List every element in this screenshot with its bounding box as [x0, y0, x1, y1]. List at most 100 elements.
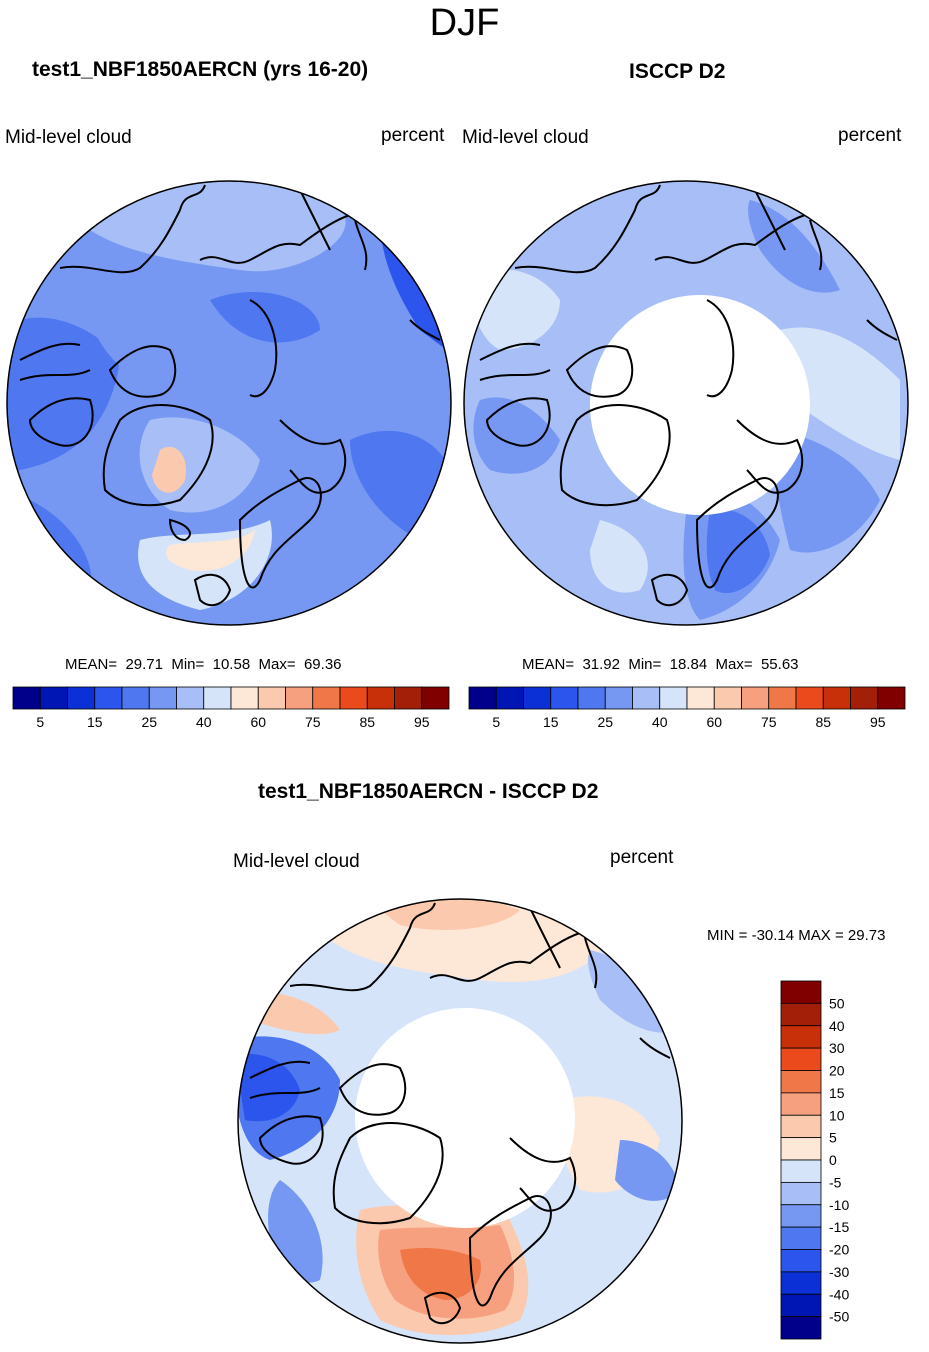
panel2-colorbar-tick-label: 25 [597, 714, 613, 730]
panel1-mean-label: MEAN= [65, 656, 118, 673]
panel1-colorbar-box [339, 686, 368, 710]
panel2-colorbar-box [659, 686, 688, 710]
panel2-mean-value: 31.92 [582, 656, 620, 673]
panel2-colorbar-box [577, 686, 606, 710]
difference-colorbar-tick-label: 5 [829, 1130, 837, 1146]
panel2-colorbar-box [850, 686, 879, 710]
panel1-colorbar-box [176, 686, 205, 710]
difference-colorbar-tick-label: 0 [829, 1152, 837, 1168]
panel1-colorbar-box [394, 686, 423, 710]
panel1-colorbar: 5 15 25 40 60 75 85 95 [12, 686, 450, 730]
panel2-colorbar-box [686, 686, 715, 710]
difference-minmax: MIN = -30.14 MAX = 29.73 [707, 927, 886, 944]
difference-colorbar-box [780, 980, 822, 1004]
panel1-min-label: Min= [171, 656, 205, 673]
panel1-colorbar-box [230, 686, 259, 710]
panel1-colorbar-tick-label: 25 [141, 714, 157, 730]
panel1-colorbar-box [312, 686, 341, 710]
panel1-units-label: percent [381, 125, 445, 146]
panel2-colorbar-box [468, 686, 497, 710]
panel1-colorbar-box [39, 686, 68, 710]
panel2-colorbar-tick-label: 60 [706, 714, 722, 730]
panel1-min-value: 10.58 [212, 656, 251, 673]
panel1-colorbar-box [257, 686, 286, 710]
difference-colorbar-tick-label: 30 [829, 1040, 845, 1056]
panel2-colorbar-box [768, 686, 797, 710]
difference-colorbar-box [780, 1070, 822, 1094]
difference-colorbar-tick-label: 40 [829, 1018, 845, 1034]
panel1-colorbar-box [12, 686, 41, 710]
difference-colorbar-box [780, 1047, 822, 1071]
difference-colorbar-box [780, 1226, 822, 1250]
difference-colorbar-box [780, 1271, 822, 1295]
panel1-colorbar-tick-label: 75 [305, 714, 321, 730]
panel2-colorbar-box [877, 686, 906, 710]
panel2-colorbar-tick-label: 85 [815, 714, 831, 730]
panel1-variable-label: Mid-level cloud [5, 127, 132, 148]
panel1-max-label: Max= [258, 656, 296, 673]
panel2-colorbar-box [632, 686, 661, 710]
panel1-colorbar-tick-label: 5 [36, 714, 44, 730]
panel2-mean-label: MEAN= [522, 656, 575, 673]
difference-colorbar-tick-label: -50 [829, 1309, 849, 1325]
panel2-colorbar-box [795, 686, 824, 710]
panel2-title: ISCCP D2 [629, 60, 726, 83]
panel2-variable-label: Mid-level cloud [462, 127, 589, 148]
difference-colorbar-box [780, 1092, 822, 1116]
difference-colorbar-tick-label: 15 [829, 1085, 845, 1101]
panel2-min-label: Min= [628, 656, 662, 673]
panel2-colorbar: 5 15 25 40 60 75 85 95 [468, 686, 906, 730]
panel2-colorbar-box [604, 686, 633, 710]
difference-colorbar-box [780, 1204, 822, 1228]
panel2-colorbar-tick-label: 5 [492, 714, 500, 730]
panel1-colorbar-box [67, 686, 96, 710]
difference-units-label: percent [610, 847, 674, 868]
difference-colorbar-tick-label: 10 [829, 1107, 845, 1123]
difference-colorbar-box [780, 1159, 822, 1183]
panel1-colorbar-tick-label: 15 [87, 714, 103, 730]
difference-colorbar-box [780, 1293, 822, 1318]
difference-colorbar-tick-label: 20 [829, 1063, 845, 1079]
panel1-colorbar-tick-label: 95 [414, 714, 430, 730]
panel1-colorbar-box [366, 686, 395, 710]
panel1-colorbar-box [148, 686, 177, 710]
panel1-colorbar-tick-label: 40 [196, 714, 212, 730]
difference-colorbar-tick-label: 50 [829, 995, 845, 1011]
panel1-colorbar-box [94, 686, 123, 710]
panel1-colorbar-box [421, 686, 450, 710]
difference-title: test1_NBF1850AERCN - ISCCP D2 [258, 780, 599, 803]
panel1-colorbar-tick-label: 60 [250, 714, 266, 730]
difference-colorbar-box [780, 1249, 822, 1273]
panel2-colorbar-box [550, 686, 579, 710]
panel1-colorbar-box [203, 686, 232, 710]
panel1-title: test1_NBF1850AERCN (yrs 16-20) [32, 58, 369, 81]
difference-variable-label: Mid-level cloud [233, 851, 360, 872]
difference-colorbar-box [780, 1114, 822, 1139]
panel2-max-label: Max= [715, 656, 753, 673]
difference-colorbar-tick-label: -15 [829, 1219, 849, 1235]
panel2-units-label: percent [838, 125, 902, 146]
difference-colorbar-box [780, 1137, 822, 1161]
panel1-mean-value: 29.71 [125, 656, 163, 673]
panel2-colorbar-tick-label: 40 [652, 714, 668, 730]
season-title: DJF [429, 2, 500, 44]
panel2-colorbar-box [523, 686, 552, 710]
difference-colorbar-tick-label: -5 [829, 1174, 842, 1190]
panel2-colorbar-box [713, 686, 742, 710]
panel1-max-value: 69.36 [303, 656, 342, 673]
difference-colorbar-box [780, 1025, 822, 1049]
panel2-colorbar-box [822, 686, 851, 710]
panel1-stats: MEAN= 29.71 Min= 10.58 Max= 69.36 [65, 656, 342, 673]
difference-colorbar-box [780, 1181, 822, 1206]
panel2-min-value: 18.84 [669, 656, 708, 673]
difference-colorbar-box [780, 1316, 822, 1340]
panel2-max-value: 55.63 [760, 656, 799, 673]
difference-colorbar-tick-label: -30 [829, 1264, 849, 1280]
panel1-colorbar-box [121, 686, 150, 710]
panel2-stats: MEAN= 31.92 Min= 18.84 Max= 55.63 [522, 656, 799, 673]
panel1-colorbar-tick-label: 85 [359, 714, 375, 730]
difference-colorbar-tick-label: -10 [829, 1197, 849, 1213]
panel2-colorbar-tick-label: 95 [870, 714, 886, 730]
